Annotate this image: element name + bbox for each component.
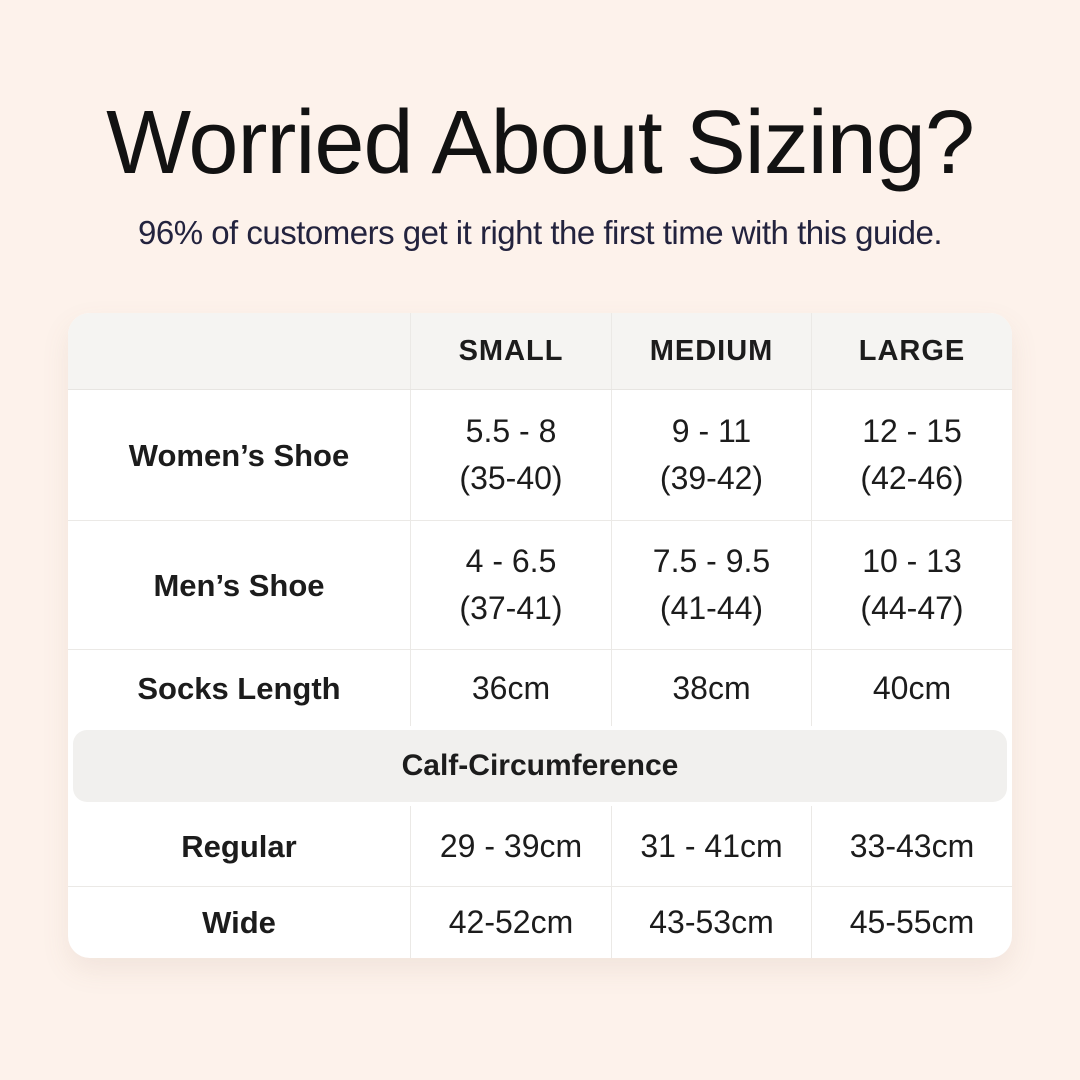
cell-socks-small: 36cm: [410, 650, 611, 726]
hero-section: Worried About Sizing? 96% of customers g…: [0, 0, 1080, 252]
cell-socks-medium: 38cm: [611, 650, 811, 726]
cell-wide-medium: 43-53cm: [611, 887, 811, 958]
table-header-row: SMALL MEDIUM LARGE: [68, 313, 1012, 390]
cell-womens-medium: 9 - 11 (39-42): [611, 390, 811, 520]
calf-section-header: Calf-Circumference: [73, 730, 1007, 802]
row-label: Regular: [181, 828, 297, 864]
cell-mens-small: 4 - 6.5 (37-41): [410, 521, 611, 649]
cell-womens-small: 5.5 - 8 (35-40): [410, 390, 611, 520]
table-row-womens-shoe: Women’s Shoe 5.5 - 8 (35-40) 9 - 11 (39-…: [68, 390, 1012, 521]
header-cell-small: SMALL: [410, 313, 611, 389]
cell-line: 9 - 11: [671, 413, 752, 449]
cell-socks-large: 40cm: [811, 650, 1012, 726]
cell-line: 4 - 6.5: [465, 543, 557, 579]
header-cell-empty: [68, 313, 410, 389]
row-label: Women’s Shoe: [128, 437, 350, 473]
cell-mens-large: 10 - 13 (44-47): [811, 521, 1012, 649]
cell-line: 10 - 13: [862, 543, 962, 579]
cell-line: (37-41): [459, 590, 563, 626]
cell-line: (42-46): [860, 460, 964, 496]
cell-womens-large: 12 - 15 (42-46): [811, 390, 1012, 520]
table-row-regular: Regular 29 - 39cm 31 - 41cm 33-43cm: [68, 806, 1012, 887]
header-cell-medium: MEDIUM: [611, 313, 811, 389]
size-chart-table: SMALL MEDIUM LARGE Women’s Shoe 5.5 - 8 …: [68, 313, 1012, 958]
cell-line: (39-42): [659, 460, 764, 496]
table-row-socks-length: Socks Length 36cm 38cm 40cm: [68, 650, 1012, 726]
page-subtitle: 96% of customers get it right the first …: [137, 214, 943, 251]
cell-wide-large: 45-55cm: [811, 887, 1012, 958]
calf-section-band-wrap: Calf-Circumference: [68, 726, 1012, 806]
row-label: Men’s Shoe: [153, 567, 325, 603]
page-title: Worried About Sizing?: [106, 93, 975, 193]
cell-line: (41-44): [659, 590, 764, 626]
cell-line: 5.5 - 8: [465, 413, 557, 449]
row-label: Wide: [202, 905, 276, 940]
table-row-wide: Wide 42-52cm 43-53cm 45-55cm: [68, 887, 1012, 958]
cell-line: (35-40): [459, 460, 563, 496]
row-label: Socks Length: [137, 670, 341, 706]
header-cell-large: LARGE: [811, 313, 1012, 389]
cell-line: 7.5 - 9.5: [652, 543, 771, 579]
cell-line: 12 - 15: [862, 413, 962, 449]
cell-regular-small: 29 - 39cm: [410, 806, 611, 886]
cell-regular-large: 33-43cm: [811, 806, 1012, 886]
cell-line: (44-47): [860, 590, 964, 626]
table-row-mens-shoe: Men’s Shoe 4 - 6.5 (37-41) 7.5 - 9.5 (41…: [68, 521, 1012, 650]
cell-mens-medium: 7.5 - 9.5 (41-44): [611, 521, 811, 649]
cell-regular-medium: 31 - 41cm: [611, 806, 811, 886]
cell-wide-small: 42-52cm: [410, 887, 611, 958]
